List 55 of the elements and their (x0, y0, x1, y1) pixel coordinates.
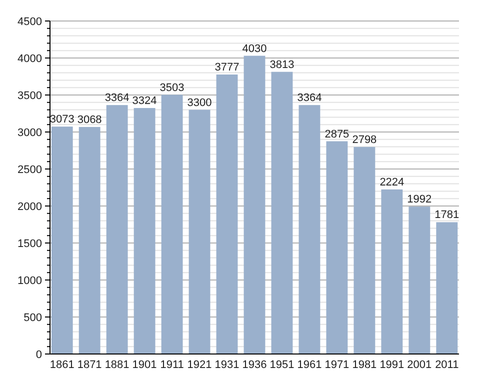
y-tick-label: 3000 (18, 126, 42, 139)
bar (244, 56, 266, 354)
bar (271, 72, 293, 354)
data-label: 1781 (434, 209, 460, 222)
bar (106, 105, 128, 354)
y-tick-label: 500 (24, 312, 42, 324)
data-label: 3364 (104, 92, 130, 104)
data-label: 3364 (297, 92, 322, 104)
x-tick-label: 1921 (187, 359, 212, 371)
x-tick-label: 1971 (324, 359, 350, 371)
y-tick-label: 3500 (18, 90, 42, 102)
x-tick-label: 1991 (380, 359, 404, 371)
bar (216, 74, 238, 354)
bar (326, 141, 348, 354)
x-tick-label: 1936 (242, 359, 267, 371)
x-tick-label: 2001 (407, 359, 432, 371)
data-label: 4030 (242, 42, 267, 55)
y-tick-label: 4500 (18, 16, 42, 28)
bar (78, 126, 100, 354)
y-tick-label: 2500 (18, 164, 42, 176)
x-tick-label: 1881 (104, 359, 130, 371)
bar (134, 108, 156, 354)
bar (436, 222, 458, 354)
data-label: 3300 (187, 96, 212, 109)
x-tick-label: 2011 (435, 359, 459, 371)
x-tick-label: 1961 (297, 359, 322, 371)
bar (161, 94, 183, 354)
bar (51, 126, 73, 354)
x-tick-label: 1951 (270, 359, 294, 371)
data-label: 3503 (160, 82, 184, 94)
x-tick-label: 1901 (132, 359, 157, 371)
data-label: 3777 (214, 62, 240, 74)
data-label: 2224 (380, 176, 404, 188)
y-tick-label: 4000 (18, 52, 42, 65)
data-label: 2875 (324, 128, 350, 140)
bar (381, 189, 403, 354)
data-label: 1992 (407, 194, 432, 206)
x-tick-label: 1871 (77, 359, 102, 371)
x-tick-label: 1861 (50, 359, 74, 371)
y-tick-label: 2000 (18, 200, 42, 213)
y-tick-label: 0 (36, 348, 42, 361)
bar (408, 206, 430, 354)
data-label: 2798 (352, 134, 377, 146)
bar (298, 105, 320, 354)
y-tick-label: 1000 (18, 274, 42, 287)
y-tick-label: 1500 (18, 238, 42, 250)
data-label: 3068 (77, 114, 102, 126)
x-tick-label: 1981 (352, 359, 377, 371)
x-tick-label: 1931 (214, 359, 240, 371)
data-label: 3813 (270, 58, 294, 71)
data-label: 3324 (132, 95, 157, 108)
bar (188, 110, 210, 354)
bar (354, 146, 376, 354)
x-tick-label: 1911 (160, 359, 184, 371)
data-label: 3073 (50, 114, 74, 126)
